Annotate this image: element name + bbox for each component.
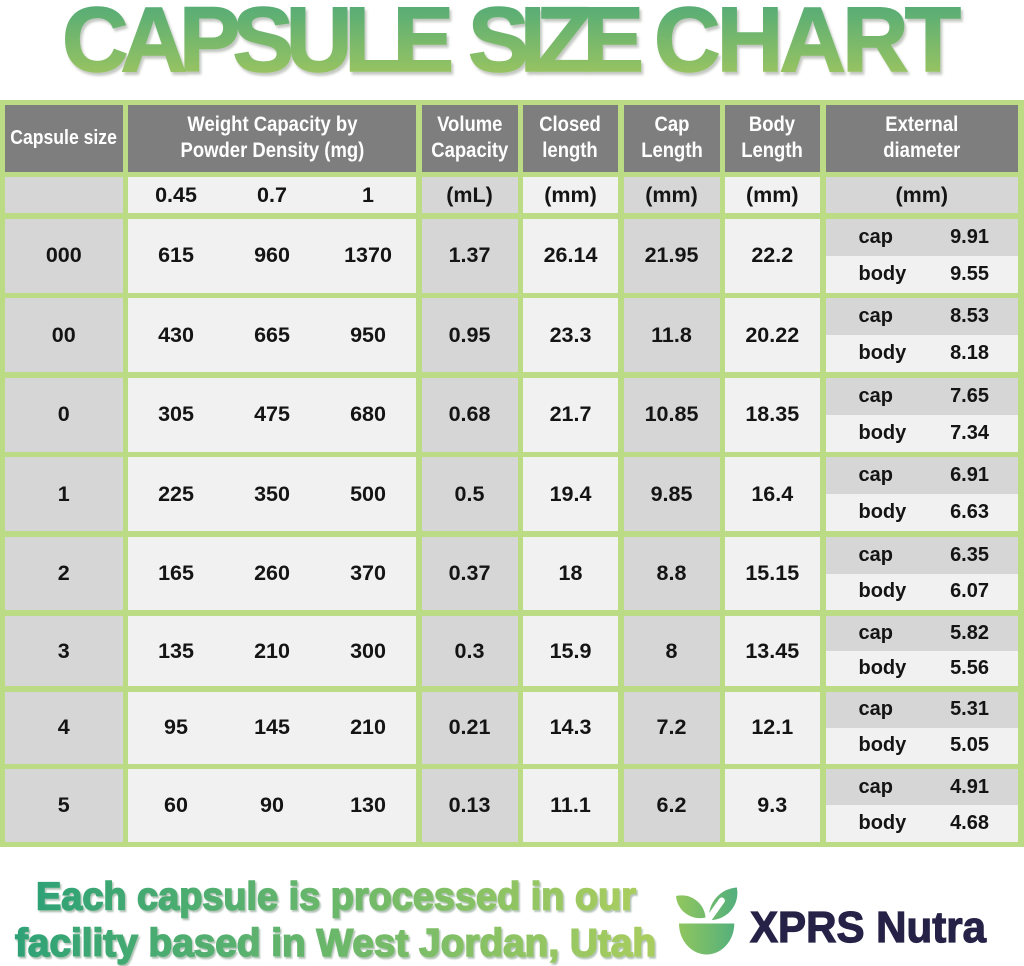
svg-text:XPRS Nutra: XPRS Nutra [750,903,986,952]
svg-text:facility based in West Jordan,: facility based in West Jordan, Utah [15,922,656,965]
svg-text:Each capsule is processed in o: Each capsule is processed in our [36,876,636,919]
